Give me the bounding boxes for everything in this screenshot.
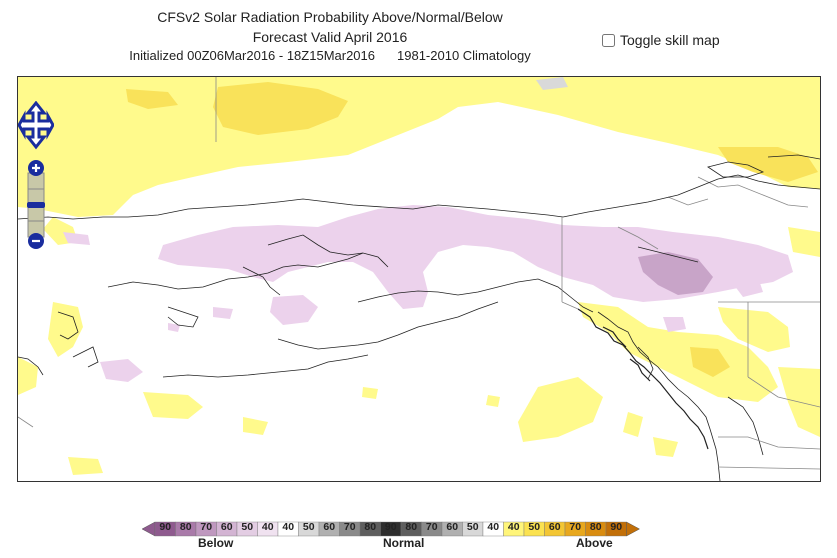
skill-checkbox[interactable] bbox=[602, 33, 615, 47]
boundaries bbox=[18, 77, 820, 470]
zoom-control[interactable] bbox=[26, 159, 46, 251]
legend-tick-label: 80 bbox=[589, 521, 602, 533]
legend-tick-label: 90 bbox=[159, 521, 172, 533]
legend-right-arrow bbox=[626, 521, 641, 537]
legend-tick-label: 60 bbox=[220, 521, 233, 533]
probability-legend bbox=[141, 521, 641, 537]
coastlines bbox=[18, 198, 764, 481]
legend-tick-label: 70 bbox=[343, 521, 356, 533]
bc-coast bbox=[577, 308, 709, 450]
legend-normal-label: Normal bbox=[383, 536, 425, 550]
legend-tick-label: 70 bbox=[200, 521, 213, 533]
initialized-line: Initialized 00Z06Mar2016 - 18Z15Mar2016 1… bbox=[0, 48, 660, 63]
map-title: CFSv2 Solar Radiation Probability Above/… bbox=[157, 9, 503, 25]
legend-tick-label: 70 bbox=[425, 521, 438, 533]
legend-tick-label: 40 bbox=[507, 521, 520, 533]
legend-tick-label: 90 bbox=[610, 521, 623, 533]
skill-toggle[interactable]: Toggle skill map bbox=[602, 32, 720, 48]
legend-tick-label: 60 bbox=[548, 521, 561, 533]
arctic-coast bbox=[562, 154, 820, 263]
legend-tick-label: 40 bbox=[487, 521, 500, 533]
pan-arrows-icon[interactable] bbox=[18, 101, 54, 153]
legend-tick-label: 50 bbox=[241, 521, 254, 533]
normal-region bbox=[536, 77, 568, 90]
forecast-map[interactable] bbox=[17, 76, 821, 482]
map-canvas[interactable] bbox=[18, 77, 820, 481]
below-normal-core bbox=[638, 252, 713, 295]
above-normal-core bbox=[126, 82, 818, 377]
forecast-valid: Forecast Valid April 2016 bbox=[252, 29, 408, 45]
initialized-text: Initialized 00Z06Mar2016 - 18Z15Mar2016 bbox=[129, 48, 375, 63]
legend-above-label: Above bbox=[576, 536, 613, 550]
legend-tick-label: 50 bbox=[466, 521, 479, 533]
legend-below-label: Below bbox=[198, 536, 234, 550]
legend-tick-label: 50 bbox=[528, 521, 541, 533]
legend-left-arrow bbox=[141, 521, 156, 537]
legend-tick-label: 50 bbox=[302, 521, 315, 533]
climatology-text: 1981-2010 Climatology bbox=[397, 48, 531, 63]
legend-tick-label: 90 bbox=[384, 521, 397, 533]
legend-tick-label: 80 bbox=[179, 521, 192, 533]
below-normal-regions bbox=[63, 205, 793, 382]
legend-tick-label: 40 bbox=[282, 521, 295, 533]
skill-toggle-label: Toggle skill map bbox=[620, 32, 720, 48]
legend-tick-label: 40 bbox=[261, 521, 274, 533]
legend-tick-label: 70 bbox=[569, 521, 582, 533]
legend-tick-label: 80 bbox=[405, 521, 418, 533]
legend-tick-label: 60 bbox=[323, 521, 336, 533]
legend-tick-label: 60 bbox=[446, 521, 459, 533]
legend-tick-label: 80 bbox=[364, 521, 377, 533]
zoom-slider-handle[interactable] bbox=[27, 202, 45, 208]
